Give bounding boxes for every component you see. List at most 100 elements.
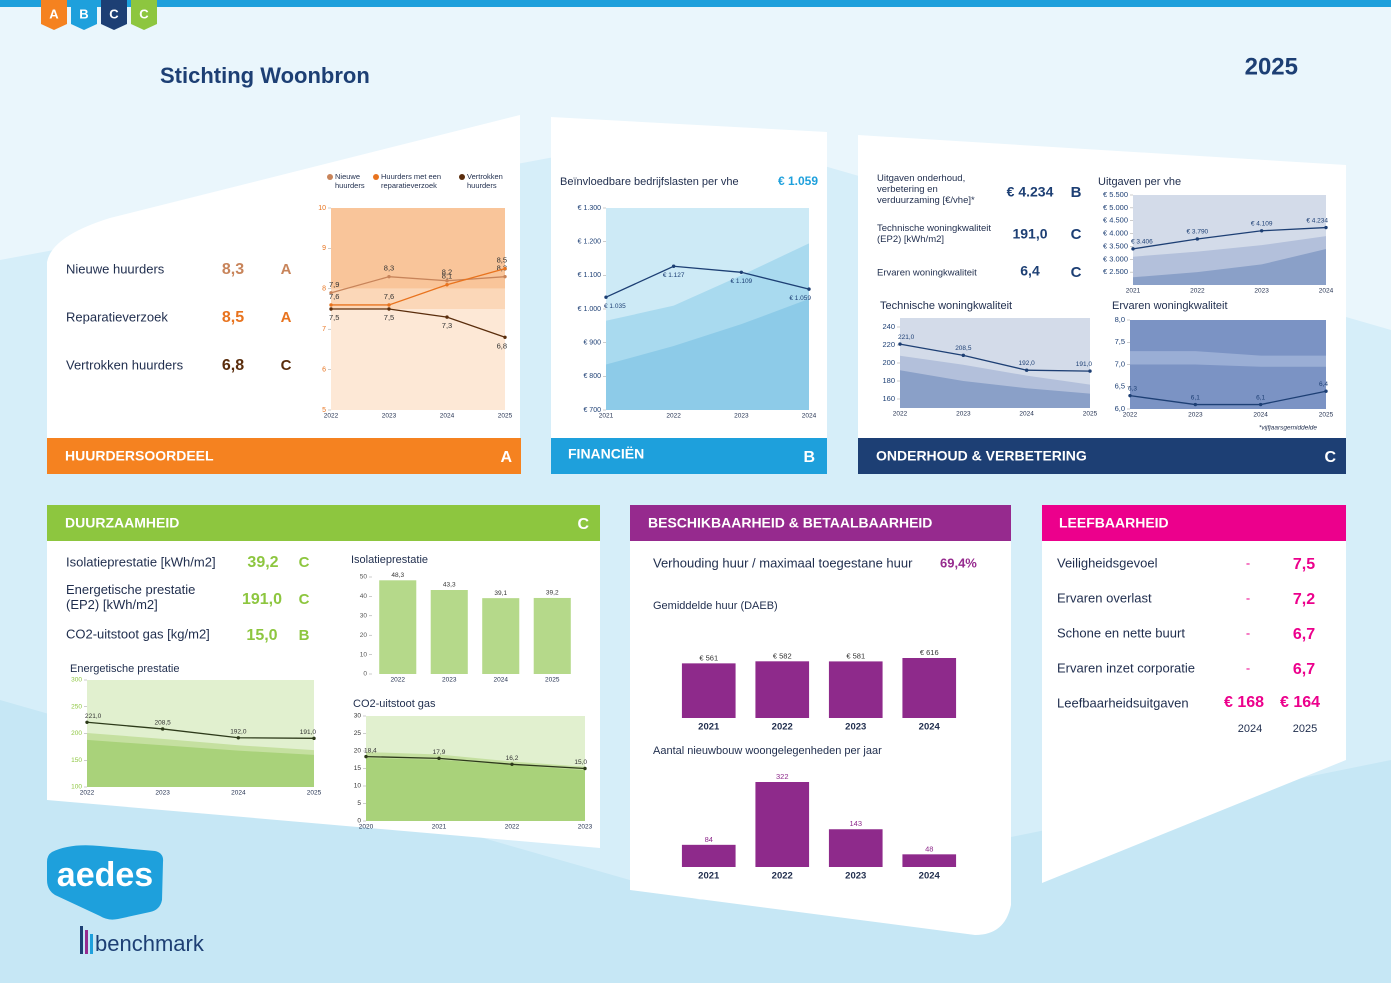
y-tick-label: 10	[354, 783, 362, 790]
kpi-year: 2024	[1238, 723, 1262, 735]
data-label: 84	[705, 835, 713, 844]
line	[1132, 226, 1327, 250]
point	[898, 342, 902, 346]
year: 2025	[1245, 53, 1298, 80]
data-label: 18,4	[364, 747, 377, 754]
line	[1129, 390, 1327, 406]
y-tick-label: 8	[322, 286, 326, 293]
y-tick-label: € 900	[583, 340, 601, 347]
data-label: € 1.127	[663, 272, 685, 279]
y-tick-label: € 1.100	[578, 272, 601, 279]
kpi-value: 15,0	[246, 627, 277, 644]
chart-title: Ervaren woningkwaliteit	[1112, 300, 1228, 312]
y-tick-label: € 1.000	[578, 306, 601, 313]
x-tick-label: 2024	[919, 722, 941, 733]
point	[160, 727, 165, 731]
y-tick-label: 160	[882, 394, 895, 403]
line	[899, 343, 1091, 372]
point	[1259, 229, 1264, 233]
y-tick-label: 7,5	[1115, 337, 1125, 346]
y-tick-label: 15	[354, 765, 362, 772]
chart-title: Beïnvloedbare bedrijfslasten per vhe	[560, 176, 739, 188]
data-label: 48,3	[391, 572, 404, 579]
kpi-grade: C	[299, 591, 310, 608]
y-tick-label: 5	[357, 800, 361, 807]
point	[1324, 225, 1328, 230]
data-label: € 3.790	[1186, 229, 1208, 236]
kpi-label: Technische woningkwaliteit (EP2) [kWh/m2…	[877, 224, 992, 245]
point	[236, 736, 241, 740]
kpi-value: € 4.234	[1007, 184, 1054, 200]
data-label: € 3.406	[1131, 239, 1153, 246]
y-tick-label: € 800	[583, 373, 601, 380]
x-tick-label: 2024	[494, 677, 509, 684]
chart-title: Energetische prestatie	[70, 663, 179, 675]
logo-product: benchmark	[95, 931, 205, 956]
y-tick-label: € 1.300	[578, 205, 601, 212]
bar	[482, 598, 520, 674]
x-tick-label: 2023	[1254, 288, 1269, 295]
data-label: 208,5	[155, 720, 172, 727]
legend-swatch	[459, 174, 465, 180]
badge-letter: B	[79, 6, 88, 21]
x-tick-label: 2022	[505, 824, 520, 831]
panel-bar	[47, 505, 600, 541]
panel-grade: C	[1324, 449, 1336, 466]
panel-title: FINANCIËN	[568, 446, 644, 462]
badge	[41, 0, 67, 30]
kpi-value: 191,0	[242, 591, 282, 608]
x-tick-label: 2025	[545, 677, 560, 684]
kpi-year: 2025	[1293, 723, 1317, 735]
point	[503, 266, 507, 271]
data-label: 7,5	[329, 313, 339, 322]
badge-letter: A	[49, 6, 59, 21]
bar	[902, 854, 957, 867]
data-label: 192,0	[230, 728, 247, 735]
data-label: € 616	[920, 648, 939, 657]
x-tick-label: 2023	[734, 413, 749, 420]
kpi-label: Verhouding huur / maximaal toegestane hu…	[653, 555, 913, 570]
y-tick-label: € 5.500	[1103, 190, 1128, 199]
kpi-label: Energetische prestatie (EP2) [kWh/m2]	[66, 583, 196, 612]
panel-bar	[1042, 505, 1346, 541]
kpi-value: 6,7	[1293, 661, 1315, 678]
y-tick-label: 220	[882, 340, 895, 349]
x-tick-label: 2023	[1188, 412, 1203, 419]
kpi-value: 6,4	[1020, 263, 1040, 279]
kpi-grade: B	[299, 627, 310, 644]
y-tick-label: 250	[71, 703, 82, 710]
y-tick-label: 7,0	[1115, 359, 1125, 368]
x-tick-label: 2023	[845, 871, 866, 882]
kpi-label: Ervaren overlast	[1057, 590, 1152, 605]
x-tick-label: 2025	[307, 790, 322, 797]
data-label: 48	[925, 844, 933, 853]
kpi-value: € 168	[1224, 694, 1264, 711]
benchmark-band	[900, 370, 1090, 408]
data-label: 8,3	[497, 264, 507, 273]
legend-item: Vertrokken huurders	[467, 172, 503, 190]
x-tick-label: 2021	[1126, 288, 1141, 295]
x-tick-label: 2024	[1319, 288, 1334, 295]
kpi-label: Nieuwe huurders	[66, 261, 165, 276]
point	[739, 270, 744, 275]
x-tick-label: 2022	[893, 411, 908, 418]
data-label: 192,0	[1019, 360, 1036, 367]
y-tick-label: 50	[360, 574, 368, 581]
data-label: € 561	[699, 653, 718, 662]
data-label: 6,8	[497, 341, 507, 350]
chart-title: Gemiddelde huur (DAEB)	[653, 600, 778, 612]
y-tick-label: 20	[354, 748, 362, 755]
data-label: 8,1	[442, 272, 452, 281]
x-tick-label: 2022	[666, 413, 681, 420]
kpi-value: 191,0	[1012, 226, 1047, 242]
logo-bar	[80, 926, 83, 954]
data-label: 39,2	[546, 590, 559, 597]
data-label: 17,9	[433, 749, 446, 756]
kpi-value: 39,2	[247, 554, 278, 571]
y-tick-label: 40	[360, 593, 368, 600]
data-label: 6,1	[1191, 394, 1200, 401]
data-label: 143	[849, 819, 862, 828]
benchmark-band	[606, 298, 809, 410]
x-tick-label: 2025	[498, 413, 513, 420]
legend-swatch	[327, 174, 333, 180]
